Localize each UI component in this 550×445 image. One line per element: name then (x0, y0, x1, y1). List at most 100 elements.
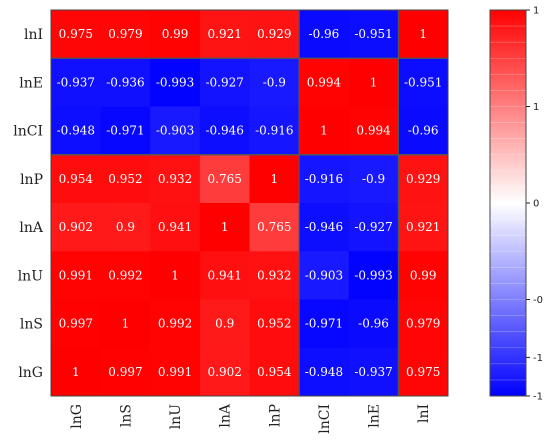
colorbar-tick-label: -1 (533, 392, 543, 403)
heatmap-cell-lnU-lnI (398, 251, 449, 300)
cell-value: -0.9 (362, 172, 385, 186)
heatmap-cell-lnG-lnCI (299, 347, 350, 397)
heatmap-cell-lnU-lnCI (299, 251, 350, 300)
heatmap-cell-lnA-lnCI (299, 203, 350, 252)
cell-value: -0.903 (305, 268, 343, 282)
row-label-lnG: lnG (18, 365, 43, 381)
heatmap-cell-lnCI-lnP (249, 106, 300, 156)
heatmap-cell-lnS-lnA (199, 299, 250, 349)
column-label-lnU: lnU (168, 404, 184, 429)
heatmap-cell-lnI-lnCI (299, 10, 350, 59)
colorbar-tick-label: 1 (533, 6, 539, 17)
cell-value: -0.993 (156, 75, 194, 89)
heatmap-cell-lnA-lnS (100, 203, 151, 252)
cell-value: 1 (72, 365, 80, 379)
cell-value: 0.99 (410, 268, 437, 282)
colorbar-gradient (489, 9, 527, 397)
heatmap-cell-lnP-lnI (398, 154, 449, 204)
cell-value: -0.951 (354, 27, 392, 41)
cell-value: 0.997 (108, 365, 142, 379)
heatmap-cell-lnS-lnG (51, 299, 102, 349)
cell-value: -0.971 (305, 317, 343, 331)
cell-value: 1 (221, 220, 229, 234)
cell-value: -0.96 (309, 27, 340, 41)
heatmap-cell-labels: 0.975 0.979 0.99 0.921 0.929 -0.96 -0.951 1 -0.9… (57, 27, 443, 379)
cell-value: -0.948 (305, 365, 343, 379)
colorbar-tick-label: 1 (533, 102, 539, 113)
cell-value: 0.9 (116, 220, 135, 234)
column-label-lnG: lnG (69, 404, 85, 429)
cell-value: -0.937 (354, 365, 392, 379)
row-label-lnI: lnI (24, 27, 43, 43)
heatmap-cell-lnE-lnCI (299, 58, 350, 107)
heatmap-cell-lnG-lnA (199, 347, 250, 397)
colorbar-tick-label: 0 (533, 199, 539, 210)
cell-value: 1 (320, 124, 328, 138)
cell-value: 0.929 (257, 27, 291, 41)
heatmap-cell-lnP-lnP (249, 154, 300, 204)
cell-value: 0.952 (108, 172, 142, 186)
cell-value: 1 (171, 268, 179, 282)
heatmap-cell-lnI-lnA (199, 10, 250, 59)
heatmap-cell-lnA-lnA (199, 203, 250, 252)
heatmap-cell-lnA-lnI (398, 203, 449, 252)
heatmap-cell-lnA-lnP (249, 203, 300, 252)
cell-value: 0.991 (59, 268, 93, 282)
heatmap-cell-lnI-lnU (150, 10, 201, 59)
heatmap-cell-lnP-lnA (199, 154, 250, 204)
cell-value: 0.932 (158, 172, 192, 186)
heatmap-cell-lnCI-lnU (150, 106, 201, 156)
heatmap-cell-lnE-lnE (348, 58, 399, 107)
block-dividers (51, 10, 448, 396)
cell-value: -0.948 (57, 124, 95, 138)
cell-value: -0.916 (255, 124, 293, 138)
cell-value: 0.99 (162, 27, 189, 41)
heatmap-cell-lnE-lnI (398, 58, 449, 107)
heatmap-cell-lnI-lnI (398, 10, 449, 59)
heatmap-cell-lnI-lnS (100, 10, 151, 59)
cell-value: 1 (370, 75, 378, 89)
heatmap-cell-lnI-lnG (51, 10, 102, 59)
cell-value: 0.992 (108, 268, 142, 282)
cell-value: 0.929 (406, 172, 440, 186)
cell-value: 0.941 (208, 268, 242, 282)
cell-value: -0.993 (354, 268, 392, 282)
heatmap-cell-lnI-lnE (348, 10, 399, 59)
heatmap-cell-lnP-lnG (51, 154, 102, 204)
heatmap-cell-lnU-lnA (199, 251, 250, 300)
heatmap-cell-lnCI-lnCI (299, 106, 350, 156)
cell-value: -0.916 (305, 172, 343, 186)
heatmap-cell-lnP-lnS (100, 154, 151, 204)
column-label-lnP: lnP (267, 404, 283, 427)
heatmap-cell-lnE-lnP (249, 58, 300, 107)
heatmap-cell-lnG-lnU (150, 347, 201, 397)
cell-value: 0.997 (59, 317, 93, 331)
cell-value: -0.903 (156, 124, 194, 138)
heatmap-border (50, 9, 449, 397)
cell-value: 0.975 (406, 365, 440, 379)
heatmap-cell-lnS-lnCI (299, 299, 350, 349)
cell-value: 0.902 (59, 220, 93, 234)
heatmap-cell-lnS-lnP (249, 299, 300, 349)
heatmap-cell-lnS-lnS (100, 299, 151, 349)
cell-value: -0.946 (205, 124, 243, 138)
cell-value: 1 (122, 317, 130, 331)
cell-value: 0.941 (158, 220, 192, 234)
heatmap-cell-lnU-lnU (150, 251, 201, 300)
column-label-lnI: lnI (416, 404, 432, 423)
heatmap-cell-lnE-lnU (150, 58, 201, 107)
cell-value: 1 (419, 27, 427, 41)
heatmap-cell-lnG-lnE (348, 347, 399, 397)
cell-value: 0.994 (307, 75, 342, 89)
cell-value: -0.937 (57, 75, 95, 89)
heatmap-cell-lnCI-lnE (348, 106, 399, 156)
cell-value: 0.9 (215, 317, 234, 331)
heatmap-cell-lnG-lnG (51, 347, 102, 397)
row-label-lnE: lnE (19, 75, 43, 91)
column-label-lnCI: lnCI (317, 404, 333, 434)
heatmap-cell-lnE-lnG (51, 58, 102, 107)
heatmap-cell-lnP-lnE (348, 154, 399, 204)
row-label-lnU: lnU (18, 268, 43, 284)
heatmap-cell-lnP-lnCI (299, 154, 350, 204)
heatmap-cell-lnCI-lnI (398, 106, 449, 156)
